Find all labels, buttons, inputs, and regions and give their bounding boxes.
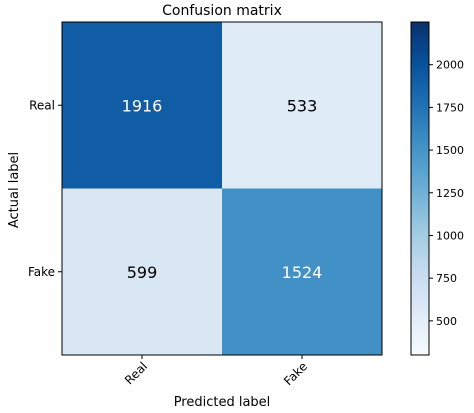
x-tick-labels: Real Fake xyxy=(122,355,310,388)
colorbar-tick-label: 2000 xyxy=(436,59,464,72)
heatmap-cells: 1916 533 599 1524 xyxy=(62,22,382,355)
heatmap-cell xyxy=(62,22,222,189)
heatmap-cell xyxy=(62,188,222,355)
chart-title: Confusion matrix xyxy=(162,3,282,19)
cell-value-label: 533 xyxy=(287,96,318,115)
colorbar-tick-label: 1750 xyxy=(436,101,464,114)
colorbar-ticks: 500 750 1000 1250 1500 1750 2000 xyxy=(429,59,464,328)
cell-value-label: 1524 xyxy=(282,263,323,282)
x-tick-label: Fake xyxy=(281,359,310,388)
colorbar xyxy=(410,21,430,356)
colorbar-tick-label: 500 xyxy=(436,315,457,328)
cell-value-label: 599 xyxy=(127,263,158,282)
colorbar-tick-label: 750 xyxy=(436,272,457,285)
heatmap-cell xyxy=(222,188,382,355)
x-tick-label: Real xyxy=(122,359,150,387)
y-tick-label: Real xyxy=(29,98,55,112)
y-tick-labels: Real Fake xyxy=(28,98,62,279)
colorbar-tick-label: 1250 xyxy=(436,187,464,200)
colorbar-tick-label: 1500 xyxy=(436,144,464,157)
cell-value-label: 1916 xyxy=(122,96,163,115)
heatmap-cell xyxy=(222,22,382,189)
x-axis-label: Predicted label xyxy=(174,395,271,410)
y-axis-label: Actual label xyxy=(7,152,22,228)
colorbar-tick-label: 1000 xyxy=(436,229,464,242)
plot-frame xyxy=(61,21,383,356)
y-tick-label: Fake xyxy=(28,265,55,279)
